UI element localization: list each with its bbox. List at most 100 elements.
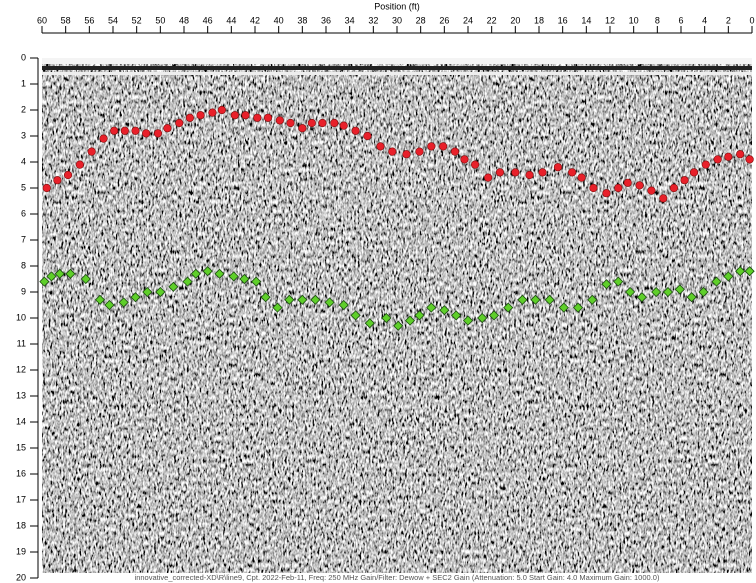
y-tick-label: 3 — [21, 130, 26, 140]
y-tick-label: 13 — [16, 390, 26, 400]
pick-point — [736, 150, 744, 158]
pick-point — [197, 111, 205, 119]
pick-point — [164, 124, 172, 132]
pick-point — [287, 119, 295, 127]
pick-point — [110, 127, 118, 135]
y-tick-label: 4 — [21, 156, 26, 166]
pick-point — [209, 109, 217, 117]
pick-point — [175, 119, 183, 127]
pick-point — [670, 184, 678, 192]
pick-point — [403, 150, 411, 158]
pick-point — [590, 184, 598, 192]
pick-point — [512, 169, 520, 177]
pick-point — [439, 143, 447, 151]
pick-point — [568, 169, 576, 177]
y-tick-label: 17 — [16, 494, 26, 504]
x-tick-label: 2 — [726, 15, 731, 25]
pick-point — [648, 187, 656, 195]
x-tick-label: 6 — [678, 15, 683, 25]
pick-point — [43, 184, 51, 192]
footer-info: innovative_corrected-XD\R\line9, Cpt. 20… — [135, 573, 660, 582]
pick-point — [186, 114, 194, 122]
y-tick-label: 15 — [16, 442, 26, 452]
pick-point — [308, 119, 316, 127]
pick-point — [254, 114, 262, 122]
pick-point — [340, 122, 348, 130]
x-tick-label: 44 — [226, 15, 236, 25]
pick-point — [554, 163, 562, 171]
pick-point — [636, 182, 644, 190]
pick-point — [100, 135, 108, 143]
x-tick-label: 54 — [108, 15, 118, 25]
pick-point — [539, 169, 547, 177]
x-tick-label: 46 — [203, 15, 213, 25]
pick-point — [451, 148, 459, 156]
x-tick-label: 38 — [297, 15, 307, 25]
pick-point — [526, 171, 534, 179]
pick-point — [725, 153, 733, 161]
pick-point — [714, 156, 722, 164]
pick-point — [154, 130, 162, 138]
surface-band — [42, 66, 752, 70]
pick-point — [681, 176, 689, 184]
pick-point — [132, 127, 140, 135]
pick-point — [299, 124, 307, 132]
pick-point — [471, 161, 479, 169]
pick-point — [496, 169, 504, 177]
pick-point — [276, 117, 284, 125]
x-tick-label: 40 — [274, 15, 284, 25]
pick-point — [54, 176, 62, 184]
pick-point — [690, 169, 698, 177]
pick-point — [319, 119, 327, 127]
pick-point — [624, 179, 632, 187]
y-tick-label: 12 — [16, 364, 26, 374]
x-tick-label: 26 — [439, 15, 449, 25]
pick-point — [330, 119, 338, 127]
y-tick-label: 7 — [21, 234, 26, 244]
surface-band — [42, 72, 752, 75]
x-tick-label: 0 — [749, 15, 754, 25]
pick-point — [142, 130, 150, 138]
y-tick-label: 6 — [21, 208, 26, 218]
pick-point — [64, 171, 72, 179]
x-tick-label: 48 — [179, 15, 189, 25]
pick-point — [702, 161, 710, 169]
y-tick-label: 2 — [21, 104, 26, 114]
pick-point — [659, 195, 667, 203]
x-tick-label: 16 — [558, 15, 568, 25]
y-tick-label: 19 — [16, 546, 26, 556]
chart: Position (ft) innovative_corrected-XD\R\… — [0, 0, 756, 583]
surface-band — [42, 58, 752, 64]
x-tick-label: 52 — [132, 15, 142, 25]
pick-point — [218, 106, 226, 114]
y-tick-label: 9 — [21, 286, 26, 296]
x-tick-label: 32 — [368, 15, 378, 25]
pick-point — [461, 156, 469, 164]
x-tick-label: 22 — [487, 15, 497, 25]
pick-point — [388, 148, 396, 156]
pick-point — [264, 114, 272, 122]
x-tick-label: 14 — [581, 15, 591, 25]
x-tick-label: 36 — [321, 15, 331, 25]
pick-point — [578, 174, 586, 182]
pick-point — [603, 189, 611, 197]
y-tick-label: 20 — [16, 572, 26, 582]
pick-point — [121, 127, 129, 135]
pick-point — [614, 184, 622, 192]
x-tick-label: 34 — [345, 15, 355, 25]
x-tick-label: 60 — [37, 15, 47, 25]
x-tick-label: 20 — [510, 15, 520, 25]
y-tick-label: 11 — [17, 338, 26, 348]
pick-point — [352, 127, 360, 135]
x-tick-label: 58 — [61, 15, 71, 25]
x-tick-label: 28 — [416, 15, 426, 25]
y-tick-label: 10 — [16, 312, 26, 322]
pick-point — [484, 174, 492, 182]
x-tick-label: 42 — [250, 15, 260, 25]
y-tick-label: 1 — [21, 78, 26, 88]
x-tick-label: 30 — [392, 15, 402, 25]
pick-point — [242, 111, 250, 119]
x-tick-label: 4 — [702, 15, 707, 25]
pick-point — [364, 132, 372, 140]
y-tick-label: 5 — [21, 182, 26, 192]
